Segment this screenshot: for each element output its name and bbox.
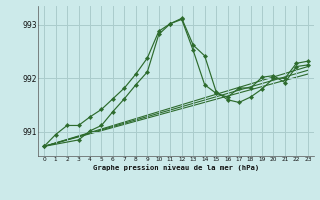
X-axis label: Graphe pression niveau de la mer (hPa): Graphe pression niveau de la mer (hPa) [93,164,259,171]
